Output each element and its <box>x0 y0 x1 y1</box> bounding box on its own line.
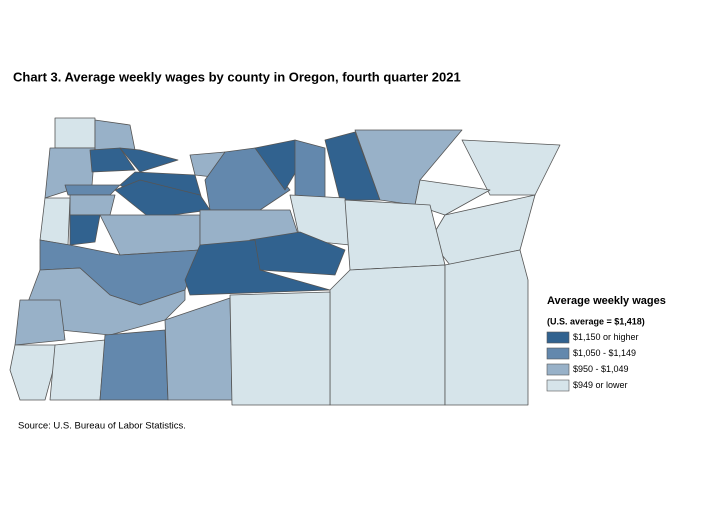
county <box>69 194 116 216</box>
county <box>94 119 136 151</box>
county <box>119 147 179 173</box>
legend-label: $1,150 or higher <box>573 332 639 342</box>
oregon-map <box>9 117 561 406</box>
county <box>114 179 211 219</box>
legend-swatch <box>546 363 570 376</box>
legend-title: Average weekly wages <box>547 295 666 307</box>
county <box>54 117 96 149</box>
legend-label: $950 - $1,049 <box>573 364 629 374</box>
county <box>444 249 529 406</box>
legend-label: $1,050 - $1,149 <box>573 348 636 358</box>
county <box>229 291 331 406</box>
legend: Average weekly wages (U.S. average = $1,… <box>546 295 666 392</box>
county <box>39 197 71 246</box>
legend-swatch <box>546 379 570 392</box>
county <box>9 344 61 401</box>
county <box>164 297 233 401</box>
county <box>69 214 101 246</box>
source-note: Source: U.S. Bureau of Labor Statistics. <box>18 421 186 432</box>
county <box>294 139 326 199</box>
county <box>99 329 169 401</box>
county <box>14 299 66 346</box>
county <box>344 199 446 271</box>
county <box>64 184 121 196</box>
legend-subtitle: (U.S. average = $1,418) <box>547 316 645 326</box>
chart-title: Chart 3. Average weekly wages by county … <box>13 69 461 84</box>
county <box>99 214 201 256</box>
county <box>461 139 561 196</box>
county <box>49 339 106 401</box>
county <box>329 264 446 406</box>
legend-label: $949 or lower <box>573 380 628 390</box>
county <box>89 147 136 173</box>
legend-swatch <box>546 347 570 360</box>
legend-swatch <box>546 331 570 344</box>
